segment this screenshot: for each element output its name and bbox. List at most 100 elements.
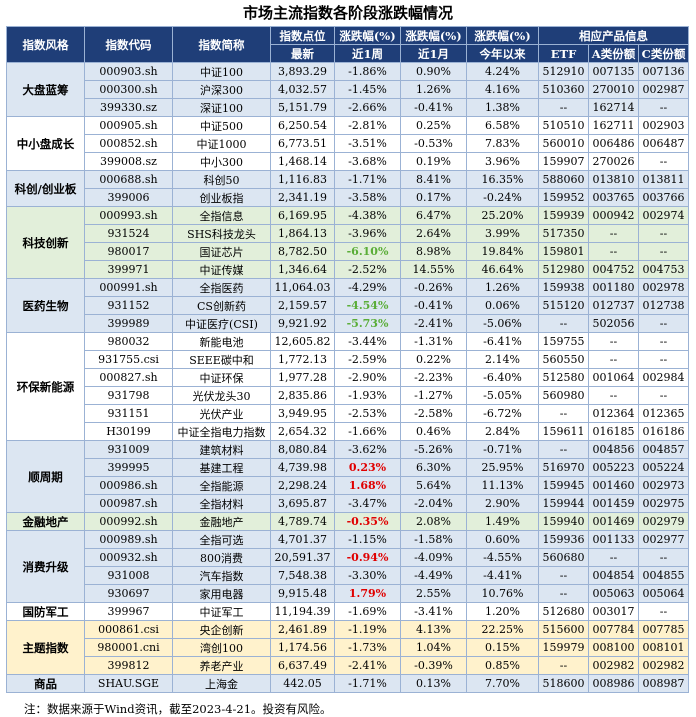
index-level-cell: 11,194.39 bbox=[270, 602, 335, 621]
index-name-cell: 光伏产业 bbox=[172, 404, 271, 423]
table-row: 000827.sh 中证环保 1,977.28 -2.90% -2.23% -6.40% 5… bbox=[6, 368, 690, 387]
index-name-cell: 光伏龙头30 bbox=[172, 386, 271, 405]
category-cell: 医药生物 bbox=[6, 278, 85, 333]
a-share-code-cell: 270010 bbox=[588, 80, 639, 99]
table-row: 399812 养老产业 6,637.49 -2.41% -0.39% 0.85% -- 002… bbox=[6, 656, 690, 675]
etf-code-cell: 588060 bbox=[538, 170, 589, 189]
a-share-code-cell: 008100 bbox=[588, 638, 639, 657]
etf-code-cell: 510510 bbox=[538, 116, 589, 135]
index-code-cell: 930697 bbox=[84, 584, 173, 603]
change-week-cell: -5.73% bbox=[334, 314, 401, 333]
change-ytd-cell: 46.64% bbox=[466, 260, 539, 279]
index-level-cell: 3,949.95 bbox=[270, 404, 335, 423]
change-month-cell: 0.25% bbox=[400, 116, 467, 135]
index-level-cell: 2,461.89 bbox=[270, 620, 335, 639]
table-row: 科创/创业板 000688.sh 科创50 1,116.83 -1.71% 8.41% 16… bbox=[6, 170, 690, 207]
index-code-cell: 000986.sh bbox=[84, 476, 173, 495]
change-week-cell: -1.93% bbox=[334, 386, 401, 405]
c-share-code-cell: 004753 bbox=[637, 260, 690, 279]
index-level-cell: 6,250.54 bbox=[270, 116, 335, 135]
index-level-cell: 8,080.84 bbox=[270, 440, 335, 459]
index-name-cell: 中小300 bbox=[172, 152, 271, 171]
a-share-code-cell: 001459 bbox=[588, 494, 639, 513]
index-name-cell: CS创新药 bbox=[172, 296, 271, 315]
index-level-cell: 2,341.19 bbox=[270, 188, 335, 207]
a-share-code-cell: -- bbox=[588, 386, 639, 405]
change-month-cell: 1.26% bbox=[400, 80, 467, 99]
a-share-code-cell: 012737 bbox=[588, 296, 639, 315]
change-week-cell: -2.66% bbox=[334, 98, 401, 117]
etf-code-cell: 560550 bbox=[538, 350, 589, 369]
etf-code-cell: -- bbox=[538, 98, 589, 117]
index-level-cell: 2,835.86 bbox=[270, 386, 335, 405]
index-name-cell: 养老产业 bbox=[172, 656, 271, 675]
c-share-code-cell: 007785 bbox=[637, 620, 690, 639]
a-share-code-cell: 005063 bbox=[588, 584, 639, 603]
index-code-cell: 000993.sh bbox=[84, 206, 173, 225]
index-code-cell: 399330.sz bbox=[84, 98, 173, 117]
change-month-cell: -3.41% bbox=[400, 602, 467, 621]
a-share-code-cell: 008986 bbox=[588, 674, 639, 693]
c-share-code-cell: 008101 bbox=[637, 638, 690, 657]
table-row: 931152 CS创新药 2,159.57 -4.54% -0.41% 0.06% 5151… bbox=[6, 296, 690, 315]
category-cell: 科创/创业板 bbox=[6, 170, 85, 207]
table-header: 指数风格 指数代码 指数简称 指数点位 涨跌幅(%) 涨跌幅(%) 涨跌幅(%)… bbox=[6, 26, 690, 63]
table-row: 931798 光伏龙头30 2,835.86 -1.93% -1.27% -5.05% 56… bbox=[6, 386, 690, 405]
table-row: 931008 汽车指数 7,548.38 -3.30% -4.49% -4.41% -- 00… bbox=[6, 566, 690, 585]
index-name-cell: 全指材料 bbox=[172, 494, 271, 513]
table-row: 顺周期 931009 建筑材料 8,080.84 -3.62% -5.26% -0.71% -… bbox=[6, 440, 690, 513]
change-month-cell: 2.55% bbox=[400, 584, 467, 603]
index-level-cell: 4,789.74 bbox=[270, 512, 335, 531]
index-name-cell: 全指可选 bbox=[172, 530, 271, 549]
a-share-code-cell: 007784 bbox=[588, 620, 639, 639]
table-row: 医药生物 000991.sh 全指医药 11,064.03 -4.29% -0.26% 1.… bbox=[6, 278, 690, 333]
etf-code-cell: 159755 bbox=[538, 332, 589, 351]
change-month-cell: 0.90% bbox=[400, 62, 467, 81]
header-etf: ETF bbox=[538, 44, 589, 63]
table-row: 000852.sh 中证1000 6,773.51 -3.51% -0.53% 7.83%… bbox=[6, 134, 690, 153]
index-code-cell: 399989 bbox=[84, 314, 173, 333]
etf-code-cell: 560980 bbox=[538, 386, 589, 405]
index-code-cell: 000992.sh bbox=[84, 512, 173, 531]
change-month-cell: 6.30% bbox=[400, 458, 467, 477]
etf-code-cell: -- bbox=[538, 404, 589, 423]
index-code-cell: 000905.sh bbox=[84, 116, 173, 135]
index-level-cell: 1,346.64 bbox=[270, 260, 335, 279]
change-week-cell: -6.10% bbox=[334, 242, 401, 261]
change-week-cell: 1.68% bbox=[334, 476, 401, 495]
c-share-code-cell: 013811 bbox=[637, 170, 690, 189]
index-level-cell: 9,915.48 bbox=[270, 584, 335, 603]
etf-code-cell: 512910 bbox=[538, 62, 589, 81]
change-ytd-cell: 1.49% bbox=[466, 512, 539, 531]
index-level-cell: 5,151.79 bbox=[270, 98, 335, 117]
table-row: 399971 中证传媒 1,346.64 -2.52% 14.55% 46.64% 5129… bbox=[6, 260, 690, 279]
header-week: 近1周 bbox=[334, 44, 401, 63]
change-ytd-cell: 1.20% bbox=[466, 602, 539, 621]
header-latest: 最新 bbox=[270, 44, 335, 63]
change-ytd-cell: 25.20% bbox=[466, 206, 539, 225]
change-ytd-cell: 2.84% bbox=[466, 422, 539, 441]
index-code-cell: 931151 bbox=[84, 404, 173, 423]
a-share-code-cell: -- bbox=[588, 332, 639, 351]
index-name-cell: 800消费 bbox=[172, 548, 271, 567]
table-row: 科技创新 000993.sh 全指信息 6,169.95 -4.38% 6.47% 25.2… bbox=[6, 206, 690, 279]
index-code-cell: H30199 bbox=[84, 422, 173, 441]
c-share-code-cell: 004855 bbox=[637, 566, 690, 585]
change-ytd-cell: 3.96% bbox=[466, 152, 539, 171]
index-name-cell: 中证全指电力指数 bbox=[172, 422, 271, 441]
change-week-cell: -0.94% bbox=[334, 548, 401, 567]
change-ytd-cell: 19.84% bbox=[466, 242, 539, 261]
index-code-cell: 931009 bbox=[84, 440, 173, 459]
index-code-cell: 399812 bbox=[84, 656, 173, 675]
c-share-code-cell: 002982 bbox=[637, 656, 690, 675]
change-month-cell: -0.39% bbox=[400, 656, 467, 675]
change-week-cell: -1.73% bbox=[334, 638, 401, 657]
change-week-cell: -4.54% bbox=[334, 296, 401, 315]
change-month-cell: -0.41% bbox=[400, 296, 467, 315]
category-cell: 消费升级 bbox=[6, 530, 85, 603]
a-share-code-cell: 270026 bbox=[588, 152, 639, 171]
change-week-cell: -3.68% bbox=[334, 152, 401, 171]
change-month-cell: 5.64% bbox=[400, 476, 467, 495]
change-ytd-cell: 10.76% bbox=[466, 584, 539, 603]
change-month-cell: 0.46% bbox=[400, 422, 467, 441]
